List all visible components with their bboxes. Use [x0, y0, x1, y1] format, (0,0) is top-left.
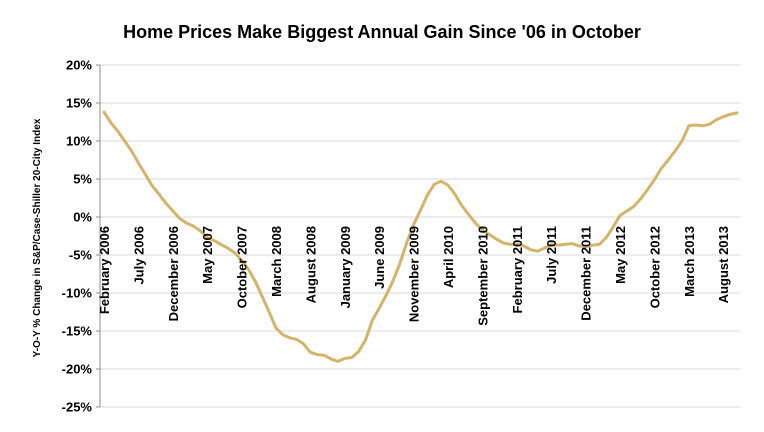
y-tick-label: -20%	[62, 362, 93, 377]
x-tick-label: August 2008	[303, 226, 318, 303]
series-line	[102, 110, 739, 363]
y-tick-label: 10%	[66, 134, 92, 149]
x-tick-label: May 2012	[613, 226, 628, 284]
x-tick-label: April 2010	[441, 226, 456, 288]
y-tick-label: 20%	[66, 58, 92, 73]
x-tick-label: July 2006	[131, 226, 146, 285]
x-tick-label: March 2008	[269, 226, 284, 297]
y-tick-label: 0%	[73, 210, 92, 225]
x-axis-ticks: February 2006 July 2006 December 2006 May 2…	[97, 226, 731, 326]
chart-title: Home Prices Make Biggest Annual Gain Sin…	[123, 22, 641, 42]
y-tick-label: -5%	[69, 248, 93, 263]
y-tick-label: -15%	[62, 324, 93, 339]
x-tick-label: December 2011	[579, 226, 594, 321]
y-tick-label: -10%	[62, 286, 93, 301]
x-tick-label: February 2006	[97, 226, 112, 314]
x-tick-label: June 2009	[372, 226, 387, 289]
x-tick-label: September 2010	[475, 226, 490, 326]
x-tick-label: December 2006	[166, 226, 181, 321]
y-tick-label: 5%	[73, 172, 92, 187]
x-tick-label: July 2011	[544, 226, 559, 284]
x-tick-label: March 2013	[682, 226, 697, 297]
x-tick-label: February 2011	[510, 226, 525, 313]
x-tick-label: January 2009	[338, 226, 353, 308]
y-tick-label: -25%	[62, 400, 93, 415]
x-tick-label: May 2007	[200, 226, 215, 284]
gridlines	[100, 64, 740, 408]
x-tick-label: November 2009	[407, 226, 422, 322]
x-tick-label: October 2012	[647, 226, 662, 308]
x-tick-label: October 2007	[235, 226, 250, 308]
y-axis-ticks: 20% 15% 10% 5% 0% -5% -10% -15% -20% -25%	[62, 58, 100, 415]
series-layer	[102, 110, 739, 363]
y-tick-label: 15%	[66, 96, 92, 111]
x-tick-label: August 2013	[716, 226, 731, 303]
y-axis-label: Y-O-Y % Change in S&P/Case-Shiller 20-Ci…	[32, 118, 43, 357]
